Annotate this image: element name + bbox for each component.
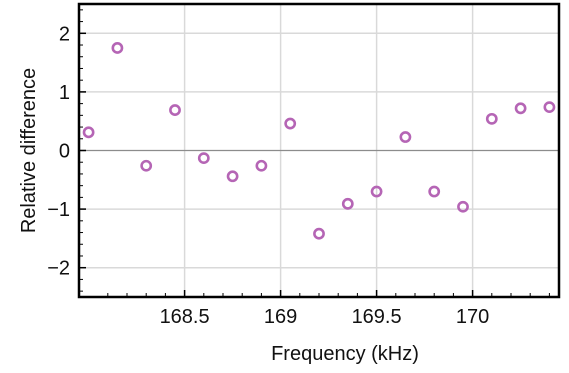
y-tick-label: 0 bbox=[59, 141, 70, 163]
x-tick-label: 169.5 bbox=[352, 306, 402, 328]
data-point bbox=[428, 185, 441, 198]
y-tick-label: 1 bbox=[59, 82, 70, 104]
data-point bbox=[457, 200, 469, 213]
data-point bbox=[399, 131, 412, 143]
data-point bbox=[169, 104, 181, 116]
data-points bbox=[82, 42, 556, 240]
data-point bbox=[197, 152, 210, 165]
data-point bbox=[341, 197, 354, 210]
data-point bbox=[255, 159, 268, 172]
data-point bbox=[543, 101, 556, 114]
y-tick-labels: 2 1 0 −1 −2 bbox=[47, 23, 70, 279]
data-point bbox=[284, 117, 297, 130]
x-tick-labels: 168.5 169 169.5 170 bbox=[160, 306, 490, 328]
data-point bbox=[370, 185, 383, 198]
y-axis-label: Relative difference bbox=[18, 68, 40, 233]
data-point bbox=[226, 170, 239, 183]
data-point bbox=[111, 42, 124, 54]
x-tick-label: 168.5 bbox=[160, 306, 210, 328]
data-point bbox=[514, 102, 527, 115]
data-point bbox=[313, 227, 325, 240]
plot-frame bbox=[77, 2, 561, 299]
x-tick-label: 169 bbox=[264, 306, 297, 328]
y-tick-label: 2 bbox=[59, 23, 70, 45]
minor-ticks bbox=[79, 9, 550, 297]
data-point bbox=[140, 159, 153, 172]
y-tick-label: −1 bbox=[47, 199, 70, 221]
x-tick-label: 170 bbox=[456, 306, 489, 328]
y-tick-label: −2 bbox=[47, 258, 70, 280]
data-point bbox=[485, 112, 498, 125]
x-axis-label: Frequency (kHz) bbox=[271, 343, 419, 365]
data-point bbox=[82, 126, 95, 139]
